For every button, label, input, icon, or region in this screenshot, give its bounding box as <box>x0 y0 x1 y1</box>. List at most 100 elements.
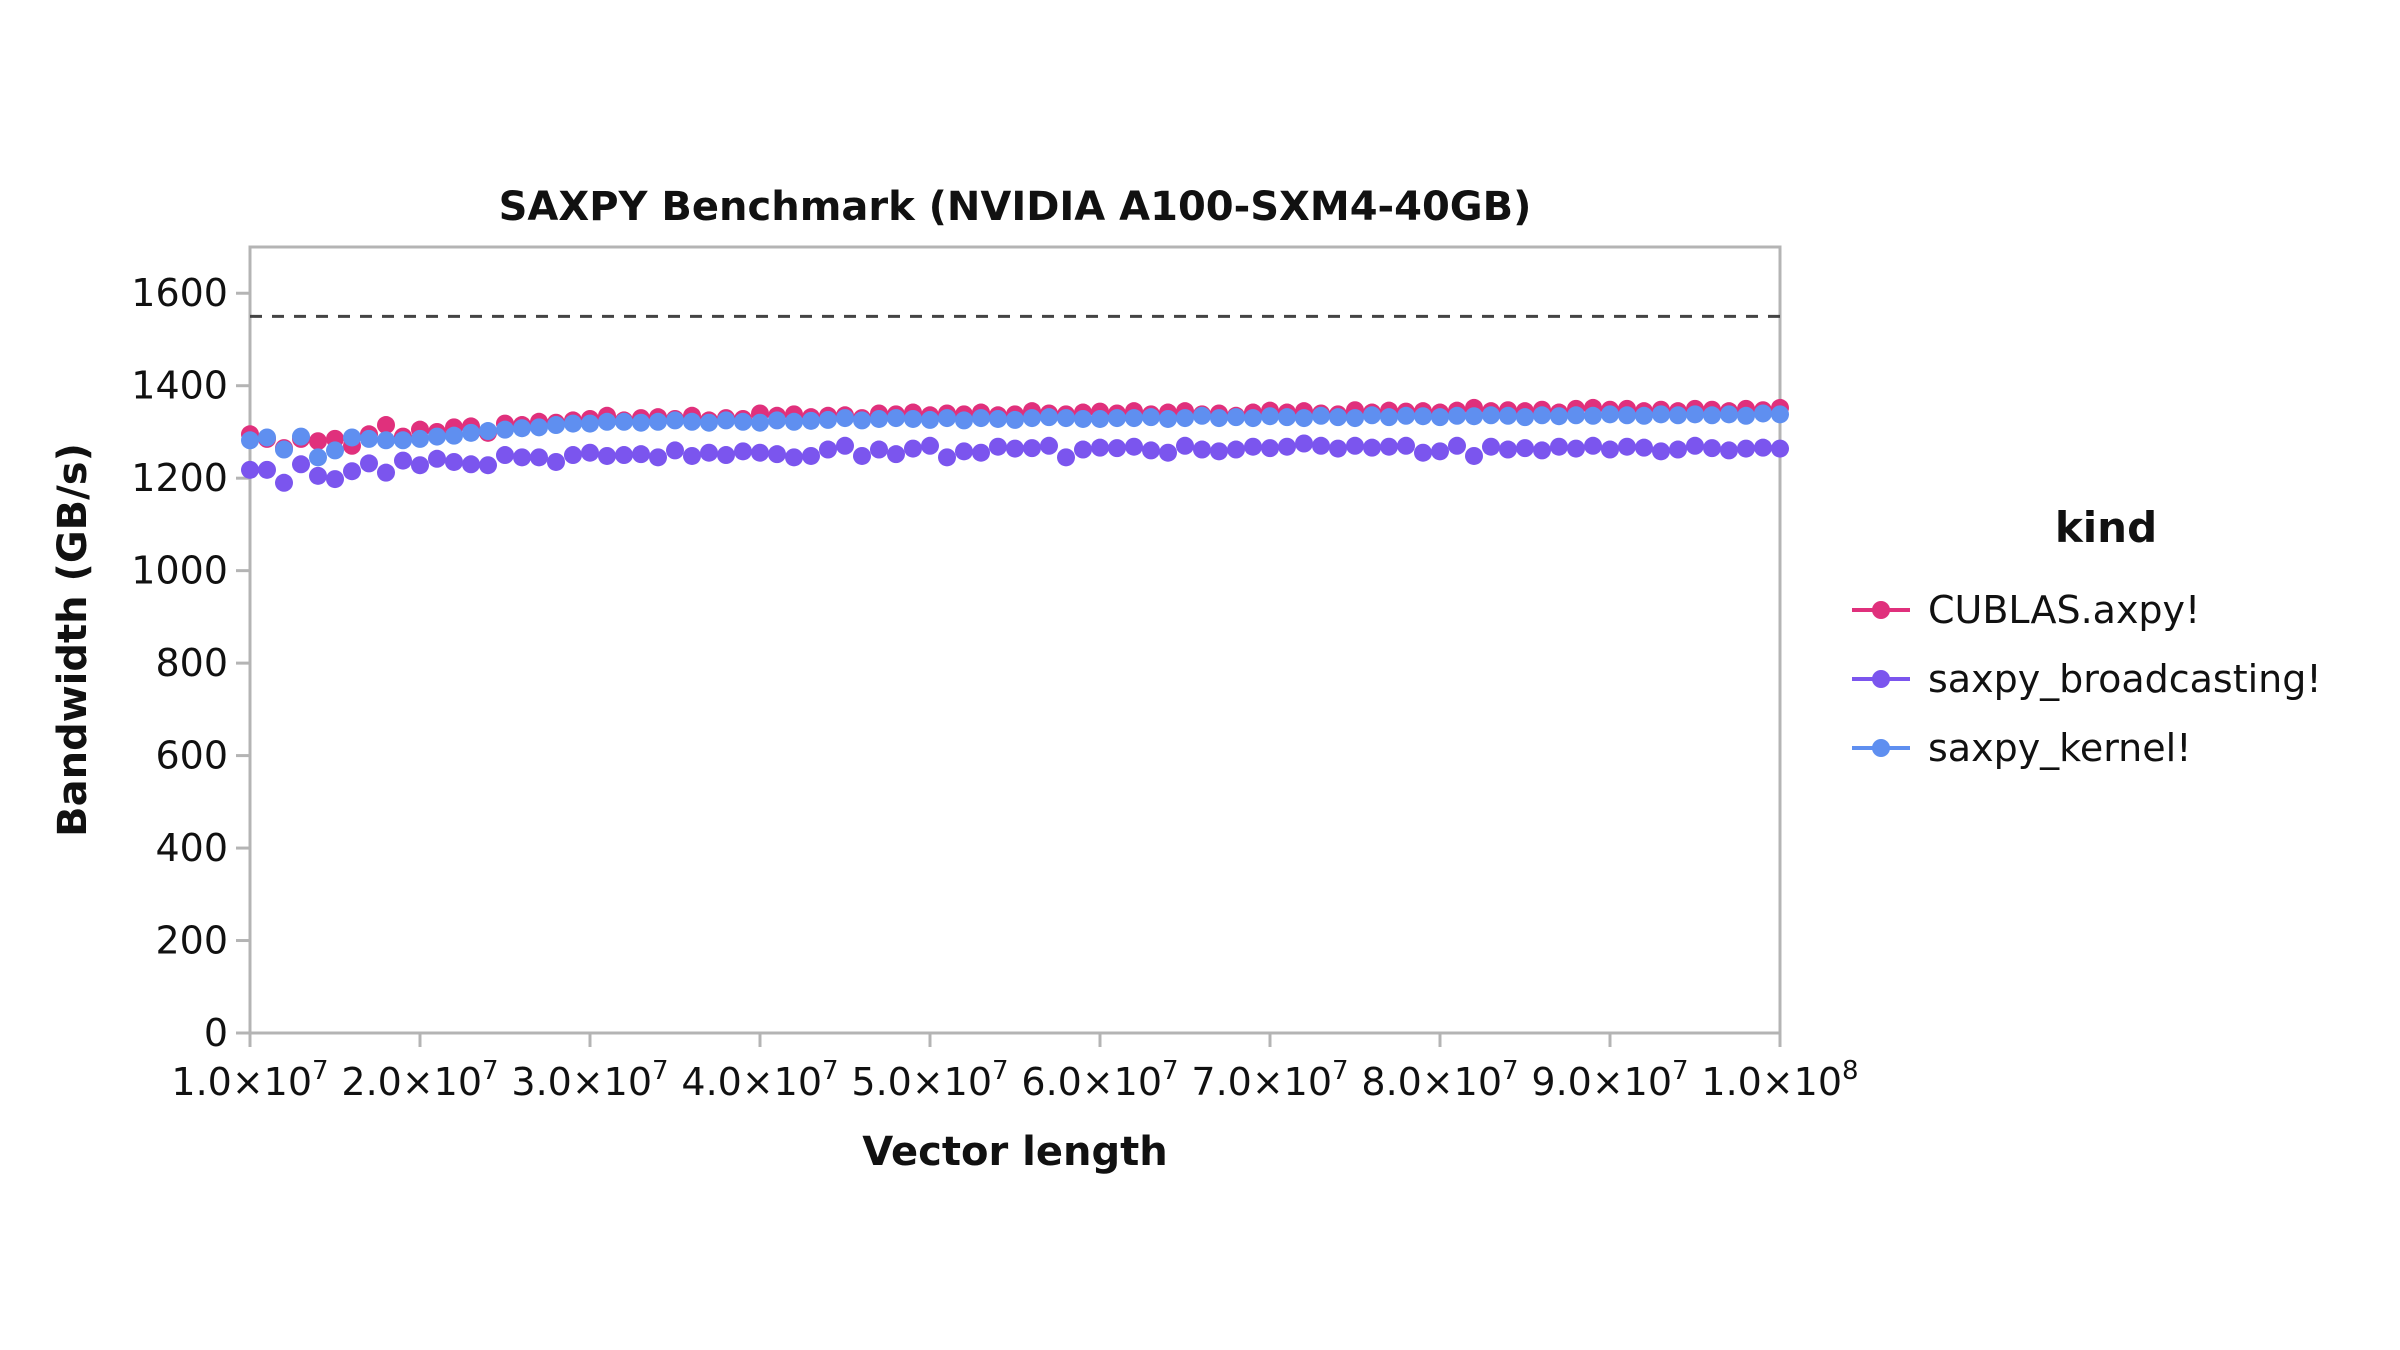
data-point <box>785 448 803 467</box>
data-point <box>1652 405 1670 424</box>
data-point <box>1057 448 1075 467</box>
data-point <box>1737 406 1755 425</box>
data-point <box>836 409 854 428</box>
data-point <box>1567 406 1585 425</box>
series-saxpy_broadcasting! <box>241 434 1789 492</box>
data-point <box>734 442 752 461</box>
data-point <box>683 446 701 465</box>
data-point <box>564 414 582 433</box>
data-point <box>921 410 939 429</box>
legend-marker <box>1872 739 1890 757</box>
legend-title: kind <box>2055 503 2157 552</box>
x-tick-exponent: 7 <box>482 1056 499 1086</box>
data-point <box>802 446 820 465</box>
data-series-layer <box>241 398 1789 492</box>
x-tick-exponent: 7 <box>822 1056 839 1086</box>
data-point <box>1431 408 1449 427</box>
data-point <box>887 409 905 428</box>
x-tick-exponent: 7 <box>1332 1056 1349 1086</box>
data-point <box>1312 406 1330 425</box>
data-point <box>1006 439 1024 458</box>
y-tick-label: 1600 <box>131 271 228 315</box>
data-point <box>955 442 973 461</box>
data-point <box>666 441 684 460</box>
data-point <box>598 446 616 465</box>
data-point <box>887 445 905 464</box>
data-point <box>326 441 344 460</box>
data-point <box>581 443 599 462</box>
x-tick-mantissa: 1.0×10 <box>171 1060 312 1104</box>
legend-label: saxpy_kernel! <box>1928 726 2191 770</box>
data-point <box>717 446 735 465</box>
data-point <box>1210 442 1228 461</box>
data-point <box>785 412 803 431</box>
legend-marker <box>1872 601 1890 619</box>
data-point <box>1635 406 1653 425</box>
data-point <box>1397 436 1415 455</box>
data-point <box>1380 408 1398 427</box>
y-tick-label: 1200 <box>131 456 228 500</box>
data-point <box>1295 434 1313 453</box>
x-tick-label: 7.0×107 <box>1191 1056 1348 1104</box>
data-point <box>1601 440 1619 459</box>
data-point <box>275 440 293 459</box>
legend-marker <box>1872 670 1890 688</box>
data-point <box>853 446 871 465</box>
data-point <box>1244 437 1262 456</box>
data-point <box>1261 439 1279 458</box>
x-axis-title: Vector length <box>862 1129 1167 1175</box>
data-point <box>1431 442 1449 461</box>
y-tick-label: 800 <box>155 641 228 685</box>
x-tick-exponent: 7 <box>992 1056 1009 1086</box>
y-tick-label: 200 <box>155 919 228 963</box>
x-tick-mantissa: 6.0×10 <box>1021 1060 1162 1104</box>
y-tick-label: 0 <box>204 1011 228 1055</box>
data-point <box>462 423 480 442</box>
data-point <box>1618 437 1636 456</box>
data-point <box>1193 440 1211 459</box>
legend-item: CUBLAS.axpy! <box>1852 588 2200 632</box>
data-point <box>343 462 361 481</box>
legend-items: CUBLAS.axpy! saxpy_broadcasting! saxpy_ker… <box>1852 588 2322 770</box>
legend: kind CUBLAS.axpy! saxpy_broadcasting!saxp… <box>1852 503 2322 770</box>
data-point <box>1669 440 1687 459</box>
x-tick-label: 1.0×108 <box>1701 1056 1858 1104</box>
data-point <box>496 420 514 439</box>
data-point <box>343 428 361 447</box>
data-point <box>411 429 429 448</box>
data-point <box>1176 436 1194 455</box>
data-point <box>241 460 259 479</box>
data-point <box>1499 440 1517 459</box>
data-point <box>1771 439 1789 458</box>
data-point <box>1176 409 1194 428</box>
data-point <box>1329 439 1347 458</box>
y-tick-label: 1000 <box>131 549 228 593</box>
data-point <box>598 412 616 431</box>
x-tick-label: 2.0×107 <box>341 1056 498 1104</box>
y-tick-label: 600 <box>155 734 228 778</box>
plot-area-frame <box>248 245 1782 1035</box>
data-point <box>1278 437 1296 456</box>
data-point <box>1142 408 1160 427</box>
data-point <box>717 411 735 430</box>
x-tick-mantissa: 5.0×10 <box>851 1060 992 1104</box>
data-point <box>649 412 667 431</box>
legend-item: saxpy_kernel! <box>1852 726 2191 770</box>
data-point <box>938 409 956 428</box>
data-point <box>1074 440 1092 459</box>
y-tick-label: 400 <box>155 826 228 870</box>
data-point <box>360 429 378 448</box>
data-point <box>1754 404 1772 423</box>
data-point <box>1006 410 1024 429</box>
data-point <box>632 445 650 464</box>
data-point <box>1159 443 1177 462</box>
data-point <box>1023 409 1041 428</box>
data-point <box>445 426 463 445</box>
data-point <box>615 412 633 431</box>
data-point <box>666 411 684 430</box>
data-point <box>360 454 378 473</box>
data-point <box>377 416 395 435</box>
data-point <box>1193 406 1211 425</box>
data-point <box>1210 409 1228 428</box>
